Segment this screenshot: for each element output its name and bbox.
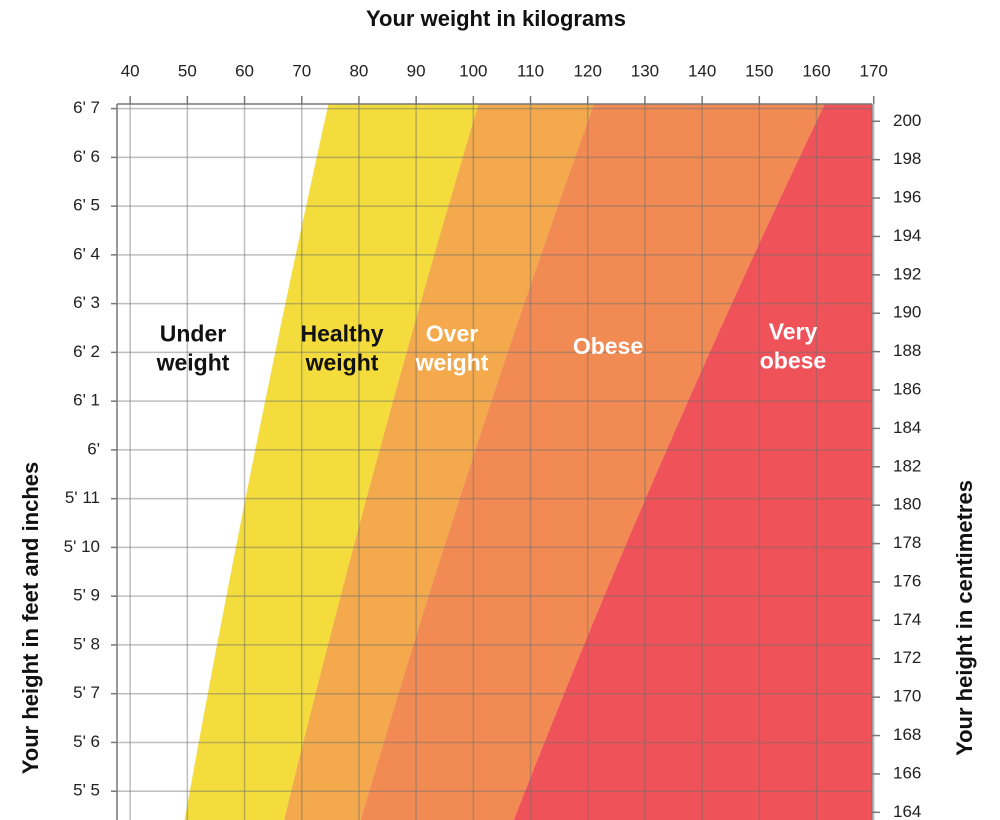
zone-area bbox=[184, 104, 479, 820]
zone-label: Healthy bbox=[300, 321, 383, 347]
y2-tick-label: 198 bbox=[893, 149, 921, 168]
zone-label: Over bbox=[426, 321, 478, 347]
zone-label: obese bbox=[760, 348, 826, 374]
y-tick-label: 6' 1 bbox=[73, 391, 100, 410]
y-tick-label: 5' 10 bbox=[64, 537, 100, 556]
y-tick-label: 5' 9 bbox=[73, 586, 100, 605]
y2-tick-label: 174 bbox=[893, 610, 921, 629]
y2-tick-label: 194 bbox=[893, 226, 921, 245]
y2-tick-label: 164 bbox=[893, 802, 921, 820]
y-tick-label: 6' 7 bbox=[73, 98, 100, 117]
x-tick-label: 150 bbox=[745, 61, 773, 80]
y-tick-label: 5' 7 bbox=[73, 683, 100, 702]
zone-label: weight bbox=[156, 350, 230, 376]
x-axis-title: Your weight in kilograms bbox=[366, 6, 626, 31]
x-tick-label: 60 bbox=[235, 61, 254, 80]
y-tick-label: 5' 5 bbox=[73, 781, 100, 800]
x-tick-label: 80 bbox=[349, 61, 368, 80]
zone-label: Very bbox=[769, 319, 818, 345]
zone-label: Obese bbox=[573, 333, 643, 359]
y-tick-label: 6' 3 bbox=[73, 293, 100, 312]
x-tick-label: 50 bbox=[178, 61, 197, 80]
y2-axis-title: Your height in centimetres bbox=[952, 480, 977, 756]
x-tick-label: 140 bbox=[688, 61, 716, 80]
labels: 40 50 60 70 80 90 100 110 120 130 140 150 160 170 6' 7… bbox=[64, 61, 922, 820]
y-tick-label: 6' 4 bbox=[73, 244, 100, 263]
y2-tick-label: 182 bbox=[893, 456, 921, 475]
y2-tick-label: 192 bbox=[893, 264, 921, 283]
zone-label: weight bbox=[415, 350, 489, 376]
y-tick-label: 5' 8 bbox=[73, 634, 100, 653]
y2-tick-label: 200 bbox=[893, 111, 921, 130]
y2-tick-label: 184 bbox=[893, 418, 921, 437]
zone-area bbox=[117, 104, 329, 820]
y2-tick-label: 168 bbox=[893, 725, 921, 744]
zones bbox=[117, 104, 872, 820]
y-tick-label: 5' 11 bbox=[65, 488, 100, 507]
y-tick-label: 6' 2 bbox=[73, 342, 100, 361]
zone-area bbox=[360, 104, 825, 820]
y-tick-label: 5' 6 bbox=[73, 732, 100, 751]
x-tick-label: 100 bbox=[459, 61, 487, 80]
y2-tick-label: 196 bbox=[893, 188, 921, 207]
zone-area bbox=[284, 104, 594, 820]
y2-tick-label: 170 bbox=[893, 687, 921, 706]
x-tick-label: 120 bbox=[574, 61, 602, 80]
y2-tick-label: 166 bbox=[893, 763, 921, 782]
y2-tick-label: 178 bbox=[893, 533, 921, 552]
zone-area bbox=[513, 104, 872, 820]
x-tick-label: 40 bbox=[121, 61, 140, 80]
zone-label: Under bbox=[160, 321, 227, 347]
x-tick-label: 170 bbox=[860, 61, 888, 80]
x-tick-label: 110 bbox=[517, 61, 544, 80]
grid bbox=[111, 96, 880, 820]
x-tick-label: 70 bbox=[292, 61, 311, 80]
y2-tick-label: 190 bbox=[893, 303, 921, 322]
y-tick-label: 6' bbox=[87, 439, 100, 458]
y2-tick-label: 172 bbox=[893, 648, 921, 667]
x-tick-label: 130 bbox=[631, 61, 659, 80]
zone-label: weight bbox=[305, 350, 379, 376]
x-tick-label: 160 bbox=[802, 61, 830, 80]
y-tick-label: 6' 5 bbox=[73, 196, 100, 215]
y2-tick-label: 180 bbox=[893, 495, 921, 514]
y2-tick-label: 186 bbox=[893, 380, 921, 399]
y-axis-title: Your height in feet and inches bbox=[18, 462, 43, 775]
y2-tick-label: 176 bbox=[893, 571, 921, 590]
y2-tick-label: 188 bbox=[893, 341, 921, 360]
y-tick-label: 6' 6 bbox=[73, 147, 100, 166]
x-tick-label: 90 bbox=[407, 61, 426, 80]
